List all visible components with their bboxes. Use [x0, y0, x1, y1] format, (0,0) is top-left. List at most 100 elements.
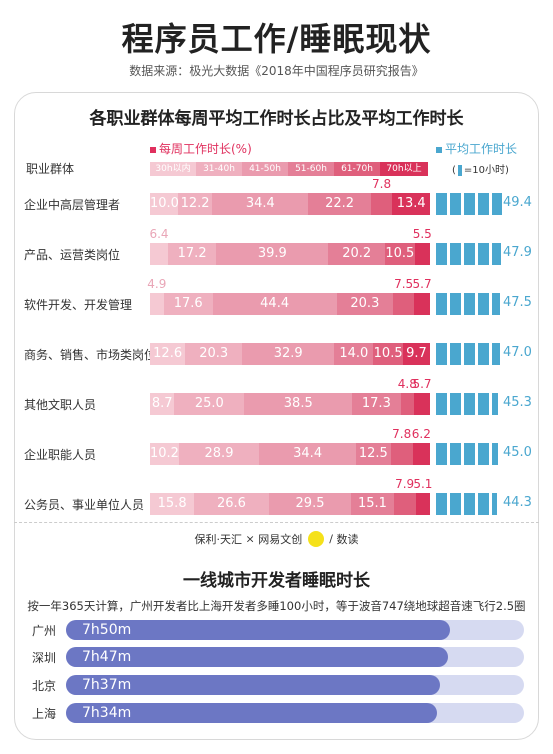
partner-logo-baoli: 保利·天汇	[194, 533, 243, 546]
data-label-outside: 7.9	[395, 477, 415, 491]
chart-row: 商务、销售、市场类岗位 12.6 20.3 32.9 14.0 10.5 9.7 47.0	[0, 335, 553, 375]
bar-segment-labeled: 39.9	[216, 243, 329, 265]
hour-unit-bar	[464, 493, 475, 515]
chart-title: 各职业群体每周平均工作时长占比及平均工作时长	[89, 109, 464, 129]
bar-segment-labeled: 29.5	[268, 493, 352, 515]
bar-segment-labeled: 22.2	[308, 193, 371, 215]
bar-segment-labeled: 8.7	[150, 393, 175, 415]
data-label-outside: 6.4	[149, 227, 169, 241]
hour-unit-bar	[450, 293, 461, 315]
hour-unit-bar-partial	[492, 493, 497, 515]
range-legend-bar: 30h以内 31-40h 41-50h 51-60h 61-70h 70h以上	[150, 162, 428, 176]
bar-segment-labeled: 34.4	[212, 193, 309, 215]
partner-logos: 保利·天汇 × 网易文创 / 数读	[0, 531, 553, 547]
hour-unit-bar	[436, 343, 447, 365]
city-label: 广州	[32, 624, 57, 638]
bar-segment-labeled: 34.4	[259, 443, 356, 465]
sleep-row: 广州 7h50m	[0, 620, 553, 640]
partner-logo-netease: 网易文创	[258, 533, 303, 546]
sleep-track: 7h50m	[66, 620, 524, 640]
bar-segment-labeled: 14.0	[334, 343, 374, 365]
unit-bar-swatch	[457, 164, 462, 176]
hour-unit-bar	[464, 293, 475, 315]
range-legend-1: 31-40h	[196, 162, 242, 176]
data-label-outside: 4.9	[147, 277, 167, 291]
page-title: 程序员工作/睡眠现状	[121, 20, 432, 58]
legend-pink-swatch	[150, 146, 156, 153]
bar-segment-labeled: 10.0	[150, 193, 179, 215]
bar-segment	[393, 293, 415, 315]
bar-segment-labeled: 15.8	[150, 493, 195, 515]
chart-row: 软件开发、开发管理 4.9 17.6 44.4 20.3 7.5 5.7 47.5	[0, 277, 553, 325]
bar-segment-labeled: 26.6	[194, 493, 269, 515]
bar-segment-labeled: 44.4	[212, 293, 337, 315]
bar-segment	[370, 193, 393, 215]
hour-unit-bar	[436, 193, 447, 215]
range-legend-3: 51-60h	[288, 162, 334, 176]
bar-segment-labeled: 20.3	[336, 293, 394, 315]
hour-unit-bar-partial	[492, 443, 498, 465]
hour-unit-bar	[478, 193, 489, 215]
hour-unit-bar	[436, 243, 447, 265]
bar-segment-labeled: 38.5	[244, 393, 353, 415]
legend-weekly-hours: 每周工作时长(%)	[150, 140, 252, 157]
category-label: 其他文职人员	[24, 398, 97, 412]
city-label: 北京	[32, 679, 57, 693]
bar-segment-labeled: 17.2	[167, 243, 217, 265]
chart-row: 产品、运营类岗位 6.4 17.2 39.9 20.2 10.5 5.5 47.9	[0, 227, 553, 275]
average-hours-value: 47.0	[503, 345, 532, 360]
chart-row: 公务员、事业单位人员 15.8 26.6 29.5 15.1 7.9 5.1 44.3	[0, 477, 553, 525]
sleep-bar: 7h47m	[66, 647, 448, 667]
stacked-bar: 12.6 20.3 32.9 14.0 10.5 9.7	[150, 343, 430, 365]
hour-unit-bar	[464, 193, 475, 215]
category-label: 企业职能人员	[24, 448, 97, 462]
legend-weekly-label: 每周工作时长(%)	[159, 142, 252, 156]
data-label-outside: 5.7	[412, 377, 432, 391]
bar-segment	[412, 443, 430, 465]
range-legend-4: 61-70h	[334, 162, 380, 176]
stacked-bar: 6.4 17.2 39.9 20.2 10.5 5.5	[149, 227, 432, 265]
data-label-outside: 4.8	[397, 377, 417, 391]
hour-unit-bar	[436, 443, 447, 465]
range-legend-0: 30h以内	[150, 162, 196, 176]
hour-unit-bar	[464, 343, 475, 365]
unit-note-suffix: =10小时)	[463, 165, 509, 176]
sleep-row: 上海 7h34m	[0, 703, 553, 723]
bar-segment	[150, 293, 164, 315]
sleep-track: 7h34m	[66, 703, 524, 723]
range-legend-5: 70h以上	[380, 162, 428, 176]
sleep-track: 7h37m	[66, 675, 524, 695]
bar-segment	[400, 393, 415, 415]
bar-segment-labeled: 10.5	[373, 343, 403, 365]
legend-average-label: 平均工作时长	[445, 142, 518, 156]
bar-segment-labeled: 17.3	[352, 393, 401, 415]
stacked-bar: 15.8 26.6 29.5 15.1 7.9 5.1	[150, 477, 432, 515]
stacked-bar: 8.7 25.0 38.5 17.3 4.8 5.7	[150, 377, 432, 415]
average-hours-value: 47.9	[503, 245, 532, 260]
category-label: 企业中高层管理者	[24, 198, 121, 212]
hour-unit-bar	[450, 243, 461, 265]
sleep-duration-label: 7h50m	[82, 622, 132, 638]
stacked-bar: 10.0 12.2 34.4 22.2 7.8 13.4	[150, 177, 430, 215]
sleep-title: 一线城市开发者睡眠时长	[183, 571, 370, 591]
bar-segment-labeled: 12.6	[150, 343, 186, 365]
section-divider	[14, 522, 539, 523]
legend-blue-swatch	[436, 146, 442, 153]
hour-unit-bar	[450, 193, 461, 215]
hour-unit-bar	[464, 443, 475, 465]
hour-unit-bar	[436, 293, 447, 315]
sleep-row: 深圳 7h47m	[0, 647, 553, 667]
category-label: 公务员、事业单位人员	[24, 498, 145, 512]
hour-unit-bar-partial	[492, 243, 501, 265]
netease-logo-dot	[307, 531, 324, 547]
average-hours-value: 45.3	[503, 395, 532, 410]
sleep-row: 北京 7h37m	[0, 675, 553, 695]
bar-segment-labeled: 20.2	[328, 243, 386, 265]
bar-segment	[150, 243, 168, 265]
hour-unit-bar	[464, 243, 475, 265]
bar-segment-labeled: 9.7	[402, 343, 430, 365]
bar-segment-labeled: 15.1	[351, 493, 394, 515]
hour-unit-bar	[450, 443, 461, 465]
hour-unit-bar	[478, 343, 489, 365]
chart-card	[14, 92, 539, 740]
